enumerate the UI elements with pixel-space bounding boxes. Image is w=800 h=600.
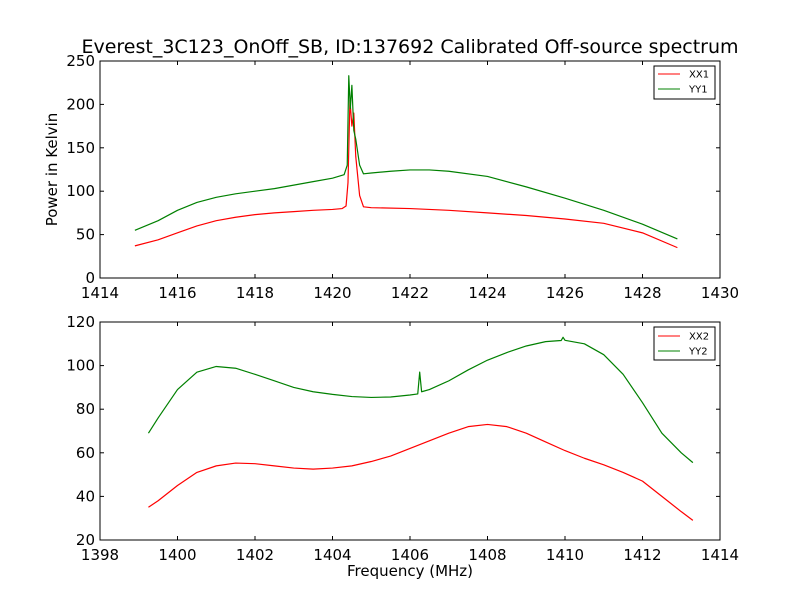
bottom-x-tick-label: 1412: [623, 546, 661, 564]
top-y-tick-label: 150: [66, 139, 95, 157]
bottom-x-tick-label: 1400: [158, 546, 196, 564]
bottom-x-tick-label: 1402: [236, 546, 274, 564]
top-x-tick-label: 1428: [623, 284, 661, 302]
top-y-tick-label: 0: [85, 269, 95, 287]
bottom-y-tick-label: 40: [76, 487, 95, 505]
bottom-x-tick-label: 1398: [81, 546, 119, 564]
top-x-tick-label: 1430: [701, 284, 739, 302]
bottom-plot-area: [100, 322, 720, 540]
bottom-x-tick-label: 1410: [546, 546, 584, 564]
top-y-tick-label: 250: [66, 52, 95, 70]
top-plot-panel: 1414 1416 1418 1420 1422 1424 1426 1428 1430 0 50 1…: [43, 52, 739, 302]
bottom-plot-panel: 1398 1400 1402 1404 1406 1408 1410 1412 1414 20 40…: [66, 313, 739, 580]
top-legend: XX1 YY1: [653, 65, 716, 100]
bottom-y-tick-label: 20: [76, 531, 95, 549]
top-series-layer: [134, 75, 678, 249]
legend-label-xx2: XX2: [689, 332, 709, 343]
top-x-tick-label: 1422: [391, 284, 429, 302]
bottom-y-tick-label: 100: [66, 357, 95, 375]
series-line-yy1: [134, 75, 678, 240]
bottom-ticks-layer: 1398 1400 1402 1404 1406 1408 1410 1412 1414 20 40…: [66, 313, 739, 564]
chart-title: Everest_3C123_OnOff_SB, ID:137692 Calibr…: [81, 36, 738, 58]
top-y-axis-label: Power in Kelvin: [43, 113, 61, 227]
legend-label-yy1: YY1: [688, 85, 708, 96]
series-line-yy2: [147, 336, 694, 464]
bottom-y-tick-label: 80: [76, 400, 95, 418]
bottom-legend-box: [653, 326, 716, 361]
bottom-x-axis-label: Frequency (MHz): [347, 562, 473, 580]
legend-label-xx1: XX1: [689, 70, 709, 81]
top-x-tick-label: 1420: [313, 284, 351, 302]
bottom-y-tick-label: 120: [66, 313, 95, 331]
bottom-x-tick-label: 1414: [701, 546, 739, 564]
top-x-tick-label: 1416: [158, 284, 196, 302]
top-legend-box: [653, 65, 716, 100]
top-y-tick-label: 100: [66, 182, 95, 200]
series-line-xx2: [148, 423, 694, 521]
bottom-x-tick-label: 1404: [313, 546, 351, 564]
top-x-tick-label: 1426: [546, 284, 584, 302]
bottom-y-tick-label: 60: [76, 444, 95, 462]
top-x-tick-label: 1418: [236, 284, 274, 302]
legend-label-yy2: YY2: [688, 347, 708, 358]
top-y-tick-label: 50: [76, 226, 95, 244]
bottom-x-tick-label: 1406: [391, 546, 429, 564]
top-x-tick-label: 1414: [81, 284, 119, 302]
bottom-x-tick-label: 1408: [468, 546, 506, 564]
top-ticks-layer: 1414 1416 1418 1420 1422 1424 1426 1428 1430 0 50 1…: [66, 52, 739, 302]
bottom-legend: XX2 YY2: [653, 326, 716, 361]
top-x-tick-label: 1424: [468, 284, 506, 302]
top-y-tick-label: 200: [66, 95, 95, 113]
bottom-series-layer: [147, 336, 694, 521]
